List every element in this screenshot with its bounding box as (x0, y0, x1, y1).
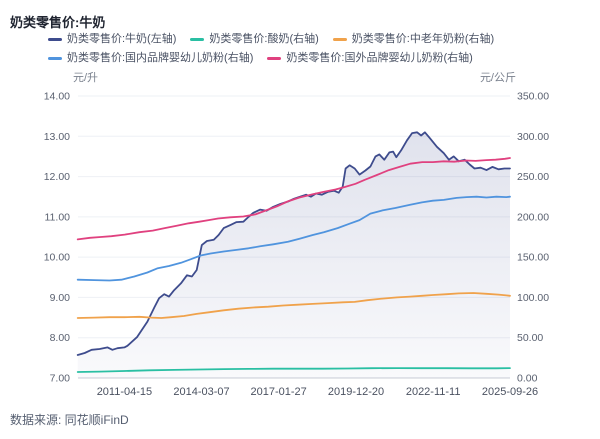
y-axis-right-tick-label: 100.00 (517, 292, 549, 304)
y-axis-right-tick-label: 0.00 (517, 373, 538, 385)
legend-line-marker-icon (48, 38, 62, 41)
legend-item-label: 奶类零售价:酸奶(右轴) (209, 33, 319, 45)
x-axis-tick-label: 2019-12-20 (328, 386, 384, 398)
axis-unit-labels: 元/升 元/公斤 (73, 69, 516, 84)
series-area-fill (77, 132, 510, 378)
y-axis-right-tick-label: 50.00 (517, 332, 543, 344)
y-axis-right-tick-label: 250.00 (517, 171, 549, 183)
y-axis-left-tick-label: 13.00 (44, 131, 70, 143)
y-axis-left-tick-label: 8.00 (50, 332, 71, 344)
x-axis-tick-label: 2025-09-26 (482, 386, 538, 398)
legend: 奶类零售价:牛奶(左轴) 奶类零售价:酸奶(右轴) 奶类零售价:中老年奶粉(右轴) 奶… (48, 32, 518, 66)
legend-line-marker-icon (267, 57, 282, 60)
series-line (76, 195, 511, 282)
legend-item-1[interactable]: 奶类零售价:酸奶(右轴) (190, 32, 319, 47)
legend-item-label: 奶类零售价:中老年奶粉(右轴) (351, 33, 495, 45)
y-axis-right-tick-label: 200.00 (517, 211, 549, 223)
series-line (76, 157, 511, 241)
legend-item-0[interactable]: 奶类零售价:牛奶(左轴) (48, 32, 176, 47)
legend-line-marker-icon (190, 38, 205, 41)
left-axis-unit: 元/升 (73, 72, 99, 84)
data-source-label: 数据来源: 同花顺iFinD (10, 413, 129, 427)
legend-item-4[interactable]: 奶类零售价:国外品牌婴幼儿奶粉(右轴) (267, 51, 473, 66)
legend-item-label: 奶类零售价:国内品牌婴幼儿奶粉(右轴) (67, 52, 254, 64)
legend-line-marker-icon (332, 38, 347, 41)
y-axis-right-tick-label: 350.00 (517, 91, 549, 103)
x-axis-tick-label: 2014-03-07 (173, 386, 229, 398)
series-line (76, 131, 511, 356)
right-axis-unit: 元/公斤 (479, 72, 516, 84)
y-axis-right-tick-label: 150.00 (517, 252, 549, 264)
legend-line-marker-icon (48, 57, 62, 60)
legend-item-label: 奶类零售价:牛奶(左轴) (67, 33, 177, 45)
x-axis-tick-label: 2011-04-15 (97, 386, 152, 398)
y-axis-right-tick-label: 300.00 (517, 131, 549, 143)
y-axis-left-tick-label: 7.00 (50, 373, 71, 385)
legend-item-2[interactable]: 奶类零售价:中老年奶粉(右轴) (332, 32, 495, 47)
chart-title: 奶类零售价:牛奶 (10, 15, 106, 30)
y-axis-left-tick-label: 9.00 (50, 292, 71, 304)
y-axis-left-tick-label: 12.00 (44, 171, 70, 183)
x-axis-tick-label: 2017-01-27 (251, 386, 307, 398)
legend-item-label: 奶类零售价:国外品牌婴幼儿奶粉(右轴) (286, 52, 473, 64)
y-axis-left-tick-label: 10.00 (44, 252, 70, 264)
y-axis-left-tick-label: 11.00 (45, 211, 71, 223)
y-axis-left-tick-label: 14.00 (44, 91, 70, 103)
x-axis-tick-label: 2022-11-11 (406, 386, 461, 398)
series-line (76, 367, 511, 373)
legend-item-3[interactable]: 奶类零售价:国内品牌婴幼儿奶粉(右轴) (48, 51, 253, 66)
series-line (76, 292, 511, 319)
